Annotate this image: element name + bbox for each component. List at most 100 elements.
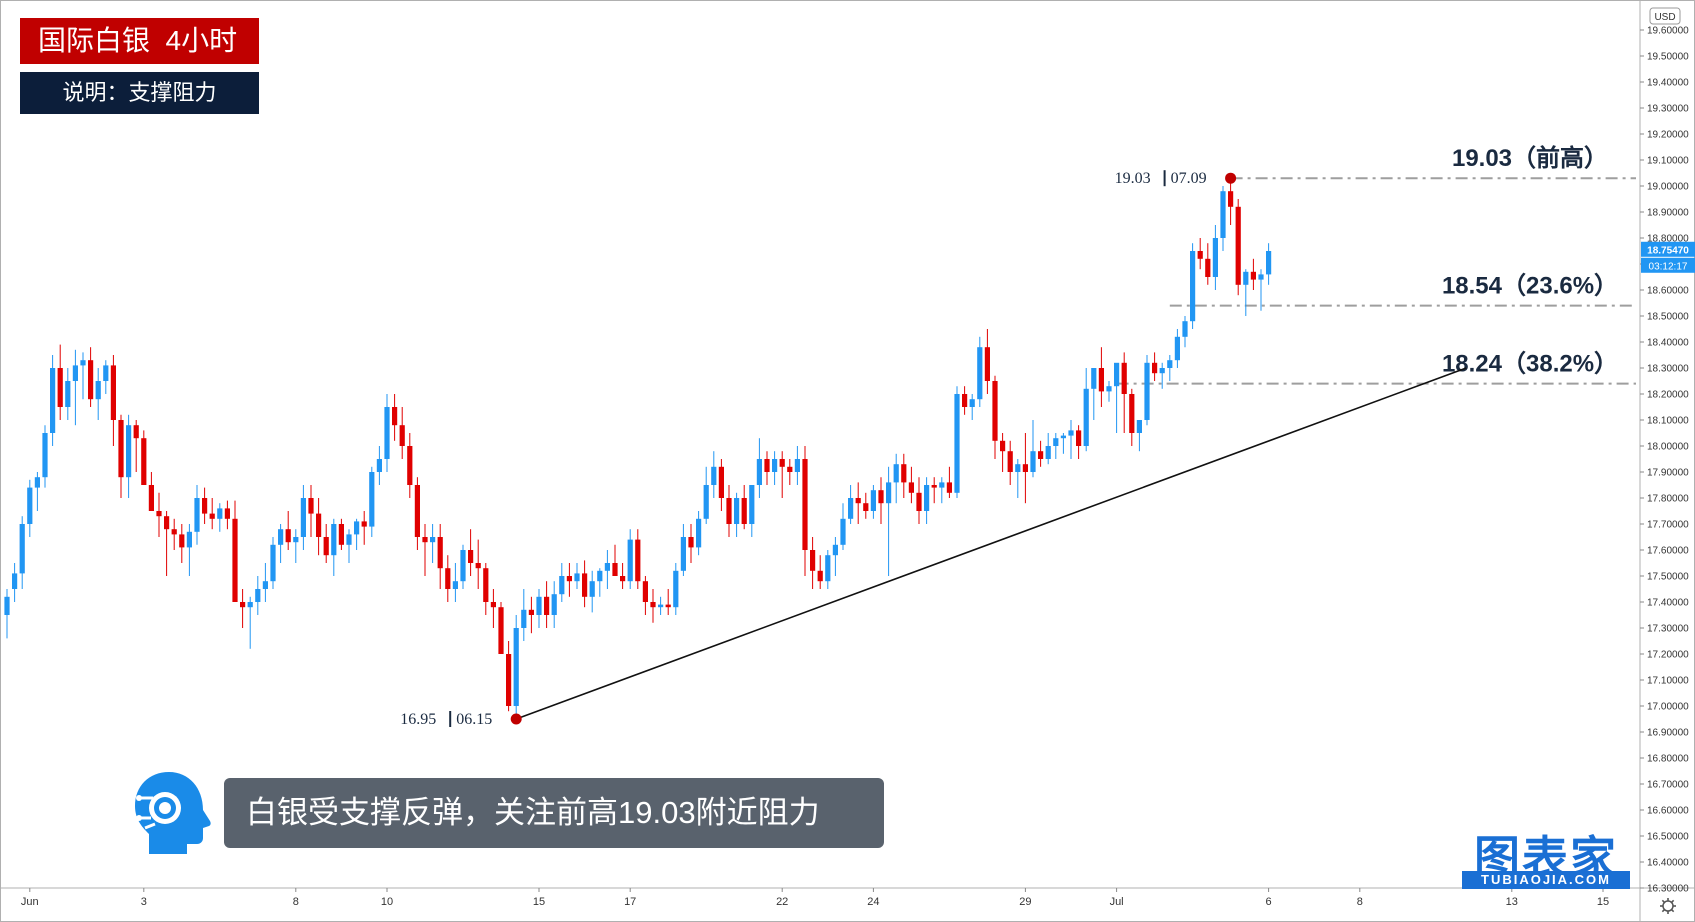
- y-tick-label: 17.80000: [1647, 494, 1689, 505]
- y-tick-label: 17.00000: [1647, 702, 1689, 713]
- candle-body: [589, 581, 595, 597]
- candle-body: [468, 550, 474, 563]
- candle-body: [293, 537, 299, 543]
- y-tick-label: 18.00000: [1647, 442, 1689, 453]
- y-tick-label: 18.20000: [1647, 390, 1689, 401]
- y-tick-label: 18.30000: [1647, 364, 1689, 375]
- gear-icon-tooth: [1670, 908, 1675, 913]
- y-tick-label: 19.10000: [1647, 156, 1689, 167]
- chart-description: 说明：支撑阻力: [20, 72, 259, 114]
- candle-body: [1106, 386, 1112, 392]
- candle-body: [802, 459, 808, 550]
- candle-body: [4, 596, 10, 615]
- gear-icon-tooth: [1661, 899, 1666, 904]
- y-tick-label: 18.60000: [1647, 286, 1689, 297]
- candle-body: [992, 381, 998, 441]
- candle-body: [582, 573, 588, 597]
- x-tick-label: 24: [867, 896, 879, 908]
- candle-body: [179, 534, 185, 548]
- candle-body: [1136, 420, 1142, 433]
- candle-body: [346, 534, 352, 545]
- candle-body: [962, 394, 968, 407]
- candle-body: [255, 589, 261, 602]
- candle-body: [414, 485, 420, 537]
- candle-body: [308, 498, 314, 514]
- candle-body: [171, 529, 177, 535]
- candle-body: [1212, 238, 1218, 277]
- level-label: 18.24（38.2%）: [1442, 351, 1618, 378]
- x-tick-label: 8: [293, 896, 299, 908]
- candle-body: [164, 516, 170, 530]
- candle-body: [954, 394, 960, 493]
- candle-body: [42, 433, 48, 478]
- x-tick-label: Jul: [1110, 896, 1124, 908]
- candle-body: [1000, 440, 1006, 452]
- y-tick-label: 19.30000: [1647, 104, 1689, 115]
- x-tick-label: 29: [1019, 896, 1031, 908]
- brand-url: TUBIAOJIA.COM: [1462, 871, 1630, 889]
- candle-body: [1129, 394, 1135, 433]
- y-tick-label: 17.50000: [1647, 572, 1689, 583]
- candle-body: [513, 628, 519, 706]
- y-tick-label: 18.50000: [1647, 312, 1689, 323]
- candle-body: [650, 602, 656, 608]
- candle-body: [559, 576, 565, 595]
- candle-body: [118, 420, 124, 478]
- x-tick-label: 10: [381, 896, 393, 908]
- candle-body: [566, 576, 572, 582]
- candle-body: [1250, 271, 1256, 280]
- candle-body: [217, 508, 223, 519]
- gear-icon: [1662, 900, 1674, 912]
- candle-body: [612, 563, 618, 576]
- candle-body: [931, 485, 937, 488]
- candle-body: [908, 482, 914, 493]
- bar-timer-value: 03:12:17: [1649, 261, 1688, 272]
- candle-body: [323, 537, 329, 556]
- candle-body: [870, 490, 876, 511]
- candle-body: [855, 498, 861, 504]
- candle-body: [977, 347, 983, 400]
- candle-body: [1167, 360, 1173, 368]
- candle-body: [1197, 251, 1203, 259]
- candle-body: [1243, 271, 1249, 285]
- candle-body: [27, 487, 33, 524]
- candle-body: [1068, 430, 1074, 436]
- candle-body: [1098, 368, 1104, 392]
- y-tick-label: 16.30000: [1647, 884, 1689, 895]
- marker-price-label: 16.95: [400, 711, 436, 728]
- candle-body: [787, 466, 793, 472]
- candle-body: [50, 368, 56, 433]
- candle-body: [240, 602, 246, 608]
- chart-title: 国际白银 4小时: [20, 18, 259, 64]
- candle-body: [916, 492, 922, 511]
- candle-body: [452, 581, 458, 589]
- candle-body: [422, 537, 428, 543]
- candle-body: [756, 459, 762, 485]
- candle-body: [354, 521, 360, 535]
- candle-body: [1174, 336, 1180, 361]
- candle-body: [848, 498, 854, 519]
- candle-body: [1258, 274, 1264, 280]
- x-tick-label: 8: [1357, 896, 1363, 908]
- pivot-marker: [510, 713, 522, 725]
- y-tick-label: 17.70000: [1647, 520, 1689, 531]
- marker-price-label: 19.03: [1115, 170, 1151, 187]
- y-tick-label: 17.40000: [1647, 598, 1689, 609]
- candle-body: [12, 573, 18, 589]
- candle-body: [103, 365, 109, 381]
- candle-body: [209, 513, 215, 519]
- y-tick-label: 19.00000: [1647, 182, 1689, 193]
- candle-body: [407, 446, 413, 485]
- candle-body: [1076, 430, 1082, 446]
- candle-body: [696, 518, 702, 548]
- candle-body: [1152, 362, 1158, 374]
- candle-body: [65, 381, 71, 407]
- candle-body: [88, 360, 94, 400]
- candle-body: [665, 604, 671, 608]
- candle-body: [574, 573, 580, 582]
- y-tick-label: 18.80000: [1647, 234, 1689, 245]
- candle-body: [300, 498, 306, 537]
- y-tick-label: 16.70000: [1647, 780, 1689, 791]
- candle-body: [673, 570, 679, 608]
